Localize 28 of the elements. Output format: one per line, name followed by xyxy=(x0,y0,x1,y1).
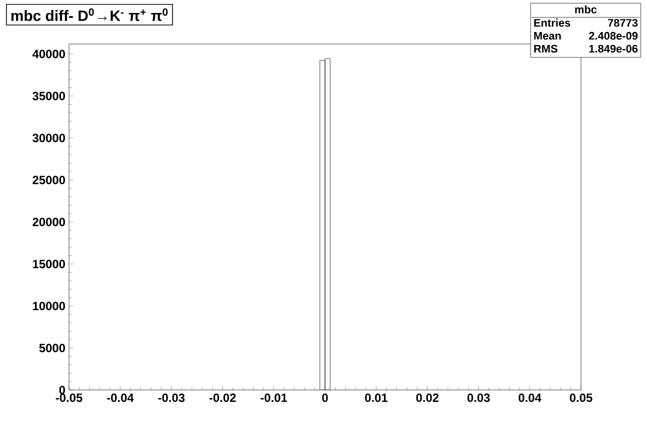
y-tick-label: 0 xyxy=(59,386,65,394)
text: Mean xyxy=(534,32,561,40)
x-tick-label: 0.03 xyxy=(467,394,490,402)
y-tick-label: 30000 xyxy=(32,134,65,142)
annotation: RMS xyxy=(534,44,558,53)
x-tick-label: -0.03 xyxy=(158,394,185,402)
y-tick-label: 5000 xyxy=(39,344,65,352)
x-tick-label: 0.01 xyxy=(365,394,388,402)
y-tick-label: 20000 xyxy=(32,218,65,226)
text: Entries xyxy=(534,18,570,27)
y-tick-label: 40000 xyxy=(32,50,65,58)
x-tick-label: -0.05 xyxy=(56,394,82,402)
y-tick-label: 15000 xyxy=(32,260,65,268)
x-tick-label: 0 xyxy=(322,394,328,402)
x-tick-label: 0.05 xyxy=(570,394,592,402)
x-tick-label: -0.02 xyxy=(209,394,236,402)
y-tick-label: 10000 xyxy=(32,302,65,310)
chart-title: mbc diff- D$^{0}$→K$^{-}$ π$^{+}$ π$^{0}$ xyxy=(11,8,168,22)
x-tick-label: -0.04 xyxy=(107,394,134,402)
text: 2.408e-09 xyxy=(588,32,638,40)
text: 1.849e-06 xyxy=(589,44,638,53)
y-tick-label: 35000 xyxy=(32,92,65,100)
x-tick-label: -0.01 xyxy=(260,394,288,402)
y-tick-label: 25000 xyxy=(32,176,65,184)
x-tick-label: 0.04 xyxy=(518,394,542,402)
x-tick-label: 0.02 xyxy=(416,394,439,402)
text: mbc xyxy=(575,5,597,14)
text: 78773 xyxy=(608,18,638,27)
